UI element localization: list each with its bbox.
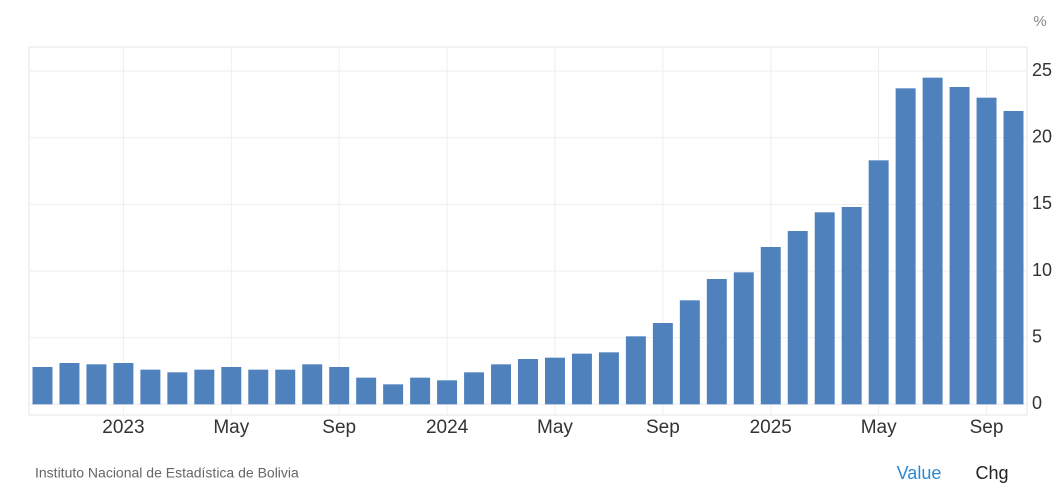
bar — [949, 87, 970, 405]
bar — [491, 364, 512, 405]
chg-button[interactable]: Chg — [975, 463, 1008, 483]
x-tick-label: May — [213, 417, 249, 438]
bar — [383, 384, 404, 405]
bar — [86, 364, 107, 405]
bar — [544, 357, 565, 405]
bar — [922, 77, 943, 405]
y-tick-label: 25 — [1032, 60, 1052, 80]
bar — [976, 97, 997, 405]
bar — [841, 207, 862, 405]
bar — [814, 212, 835, 405]
x-tick-label: Sep — [646, 417, 680, 438]
y-tick-label: 5 — [1032, 326, 1042, 346]
bar — [652, 323, 673, 405]
bar — [679, 300, 700, 405]
bar — [1003, 111, 1024, 405]
y-tick-label: 20 — [1032, 126, 1052, 146]
unit-label: % — [1033, 13, 1046, 30]
bar — [410, 377, 431, 405]
bar — [571, 353, 592, 405]
bar — [733, 272, 754, 405]
bar — [518, 359, 538, 405]
bar — [302, 364, 323, 405]
y-tick-label: 15 — [1032, 193, 1052, 213]
bar — [868, 160, 889, 405]
x-tick-label: May — [537, 417, 573, 438]
bar — [248, 369, 269, 405]
bar — [167, 372, 188, 405]
x-tick-label: Sep — [970, 417, 1004, 438]
bar — [113, 363, 134, 405]
bar — [356, 377, 377, 405]
bar — [437, 380, 458, 405]
bar — [194, 369, 215, 405]
source: Instituto Nacional de Estadística de Bol… — [35, 465, 299, 481]
plot-frame — [28, 46, 1028, 416]
x-tick-label: Sep — [322, 417, 356, 438]
bar — [140, 369, 161, 405]
x-tick-label: 2024 — [426, 417, 469, 438]
bar — [625, 336, 646, 405]
value-button[interactable]: Value — [897, 463, 942, 483]
bar — [706, 279, 727, 405]
x-tick-label: 2023 — [102, 417, 144, 438]
x-tick-label: 2025 — [750, 417, 792, 438]
y-tick-label: 10 — [1032, 260, 1052, 280]
bar — [59, 363, 80, 405]
bar — [221, 367, 242, 405]
bar — [329, 367, 350, 405]
x-tick-label: May — [861, 417, 897, 438]
bar — [760, 247, 781, 405]
bar — [32, 367, 53, 405]
bar — [598, 352, 619, 405]
bar — [464, 372, 485, 405]
bar — [895, 88, 916, 405]
bar — [787, 231, 808, 405]
y-tick-label: 0 — [1032, 393, 1042, 413]
bar — [275, 369, 296, 405]
